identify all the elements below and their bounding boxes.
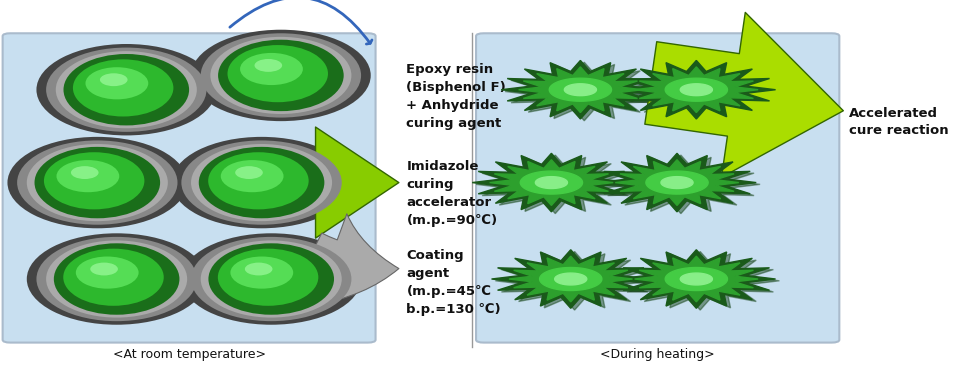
Polygon shape [555, 273, 587, 285]
Ellipse shape [63, 249, 164, 306]
Ellipse shape [86, 67, 148, 99]
Polygon shape [519, 67, 643, 113]
FancyBboxPatch shape [3, 33, 375, 342]
Ellipse shape [54, 243, 179, 315]
Ellipse shape [71, 166, 98, 179]
Polygon shape [565, 84, 597, 96]
Ellipse shape [209, 152, 309, 209]
Ellipse shape [172, 137, 351, 228]
Polygon shape [621, 62, 779, 121]
Polygon shape [509, 256, 633, 302]
Polygon shape [521, 171, 582, 194]
Polygon shape [491, 250, 650, 308]
Text: Epoxy resin
(Bisphenol F)
+ Anhydride
curing agent: Epoxy resin (Bisphenol F) + Anhydride cu… [407, 63, 506, 130]
Ellipse shape [191, 30, 370, 121]
Ellipse shape [63, 54, 189, 125]
Polygon shape [539, 268, 602, 290]
Ellipse shape [34, 147, 160, 218]
Ellipse shape [8, 137, 187, 228]
Polygon shape [476, 155, 635, 214]
Polygon shape [645, 171, 708, 194]
Ellipse shape [26, 144, 168, 221]
Polygon shape [621, 252, 779, 310]
Text: <During heating>: <During heating> [601, 348, 715, 361]
Polygon shape [635, 67, 759, 113]
Ellipse shape [26, 233, 207, 325]
Ellipse shape [18, 141, 177, 225]
Ellipse shape [211, 37, 351, 114]
Polygon shape [501, 61, 660, 119]
FancyBboxPatch shape [476, 33, 839, 342]
Polygon shape [505, 62, 664, 121]
Text: <At room temperature>: <At room temperature> [112, 348, 265, 361]
Ellipse shape [245, 263, 272, 275]
Ellipse shape [44, 152, 144, 209]
Polygon shape [495, 252, 654, 310]
Ellipse shape [199, 147, 325, 218]
Ellipse shape [36, 44, 216, 135]
Ellipse shape [99, 73, 128, 86]
Ellipse shape [254, 59, 282, 72]
Ellipse shape [191, 144, 332, 221]
Polygon shape [665, 78, 727, 101]
Ellipse shape [181, 233, 361, 325]
Polygon shape [549, 78, 611, 101]
Ellipse shape [76, 256, 138, 289]
Ellipse shape [46, 241, 187, 318]
Text: Coating
agent
(m.p.=45℃
b.p.=130 ℃): Coating agent (m.p.=45℃ b.p.=130 ℃) [407, 249, 501, 316]
Polygon shape [635, 256, 759, 302]
Polygon shape [665, 268, 727, 290]
Ellipse shape [73, 59, 174, 117]
Ellipse shape [230, 256, 293, 289]
Text: Imidazole
curing
accelerator
(m.p.=90℃): Imidazole curing accelerator (m.p.=90℃) [407, 160, 497, 227]
Ellipse shape [227, 45, 328, 102]
Ellipse shape [181, 141, 342, 225]
Ellipse shape [240, 53, 303, 85]
Polygon shape [615, 160, 739, 206]
Text: Accelerated
cure reaction: Accelerated cure reaction [849, 107, 949, 137]
Ellipse shape [209, 243, 334, 315]
Polygon shape [598, 153, 757, 212]
Ellipse shape [218, 40, 343, 111]
Ellipse shape [91, 263, 118, 275]
Ellipse shape [235, 166, 263, 179]
Polygon shape [535, 177, 567, 189]
Polygon shape [472, 153, 631, 212]
Polygon shape [681, 84, 713, 96]
Polygon shape [617, 250, 775, 308]
Ellipse shape [56, 51, 197, 128]
Polygon shape [681, 273, 713, 285]
Polygon shape [617, 61, 775, 119]
Ellipse shape [36, 237, 197, 321]
Ellipse shape [191, 237, 351, 321]
Polygon shape [661, 177, 693, 189]
Ellipse shape [46, 48, 207, 132]
Ellipse shape [220, 160, 284, 192]
Ellipse shape [57, 160, 119, 192]
Ellipse shape [217, 249, 318, 306]
Ellipse shape [201, 241, 342, 318]
Ellipse shape [201, 33, 361, 118]
Polygon shape [489, 160, 613, 206]
Polygon shape [602, 155, 761, 214]
